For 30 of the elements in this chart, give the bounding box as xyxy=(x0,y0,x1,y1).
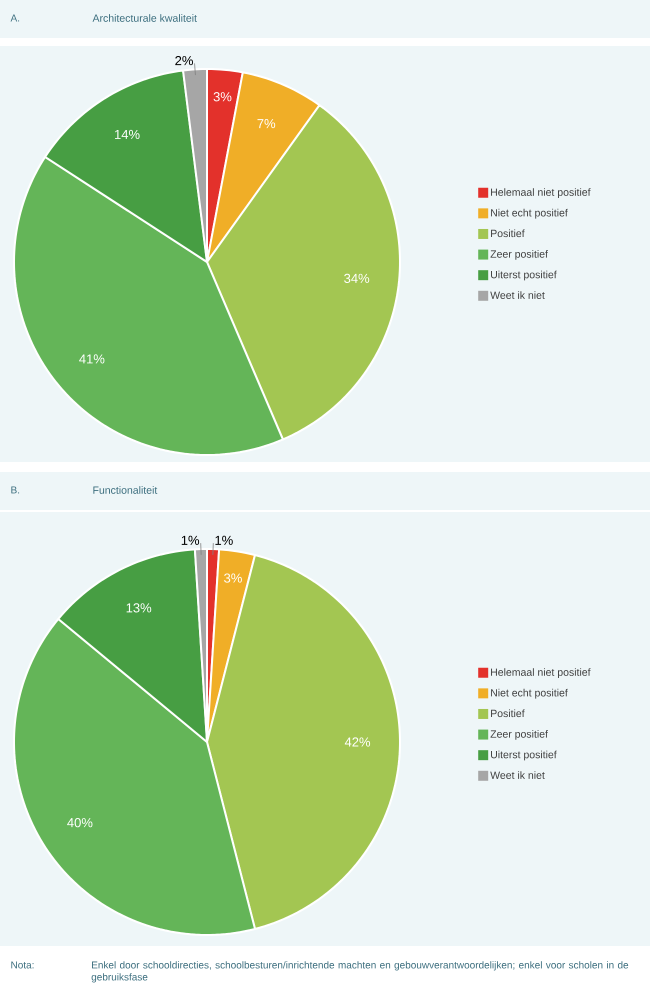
data-label: 14% xyxy=(115,130,140,139)
data-label: 1% xyxy=(215,536,233,545)
data-label: 7% xyxy=(258,119,276,128)
text: B. xyxy=(11,486,20,494)
text: A. xyxy=(10,14,20,22)
legend-label: Helemaal niet positief xyxy=(491,668,591,678)
text: Enkel door schooldirecties, schoolbesturen/inrichtende machten en gebouwverantwoordelijken; enkel voor scholen in de gebruiksfase xyxy=(92,961,628,983)
legend-label: Weet ik niet xyxy=(490,291,545,299)
data-label: 42% xyxy=(344,737,370,747)
data-label: 40% xyxy=(67,818,92,828)
data-label: 3% xyxy=(224,573,242,583)
data-label: 34% xyxy=(344,274,370,283)
data-label: 41% xyxy=(79,354,104,364)
legend-label: Weet ik niet xyxy=(490,771,545,779)
data-label: 1% xyxy=(182,536,200,545)
legend-label: Niet echt positief xyxy=(491,208,568,219)
legend-label: Helemaal niet positief xyxy=(491,188,591,198)
legend-label: Niet echt positief xyxy=(491,688,568,699)
legend-label: Positief xyxy=(491,229,525,238)
data-label: 2% xyxy=(175,56,193,66)
legend-label: Zeer positief xyxy=(490,250,548,260)
chart-title: Functionaliteit xyxy=(93,486,158,494)
data-label: 3% xyxy=(214,92,232,102)
text: Nota: xyxy=(11,962,34,968)
legend-label: Uiterst positief xyxy=(491,750,557,760)
chart-title: Architecturale kwaliteit xyxy=(92,14,197,22)
legend-label: Positief xyxy=(491,709,525,718)
data-label: 13% xyxy=(126,603,152,612)
legend-label: Zeer positief xyxy=(490,730,548,740)
legend-label: Uiterst positief xyxy=(491,270,557,280)
